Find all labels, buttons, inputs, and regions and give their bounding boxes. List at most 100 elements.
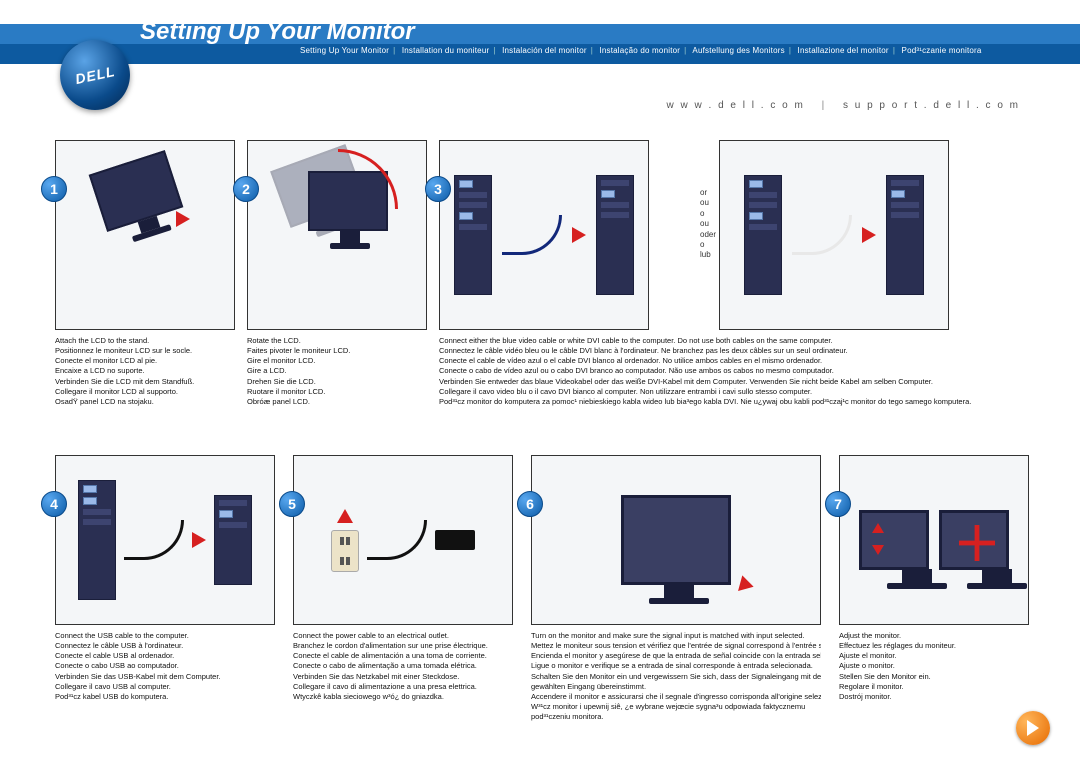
caption-line: Connectez le câble vidéo bleu ou le câbl…	[439, 346, 1040, 356]
dell-logo: DELL	[60, 40, 130, 110]
caption-line: Conecte o cabo USB ao computador.	[55, 661, 275, 671]
step-2-caption: Rotate the LCD. Faites pivoter le monite…	[247, 336, 427, 407]
breadcrumb: Setting Up Your Monitor| Installation du…	[300, 46, 1060, 55]
caption-line: Stellen Sie den Monitor ein.	[839, 672, 1029, 682]
caption-line: Conecte el cable de alimentación a una t…	[293, 651, 513, 661]
monitor-icon	[859, 510, 929, 570]
caption-line: OsadŸ panel LCD na stojaku.	[55, 397, 235, 407]
adjust-arrows-icon	[872, 523, 884, 555]
or-word: o	[700, 240, 716, 250]
caption-line: Conecte o cabo de vídeo azul ou o cabo D…	[439, 366, 1040, 376]
monitor-icon	[621, 495, 731, 585]
caption-line: Faites pivoter le moniteur LCD.	[247, 346, 427, 356]
step-1-image	[55, 140, 235, 330]
caption-line: Encienda el monitor y asegúrese de que l…	[531, 651, 821, 661]
row-2: 4 Connect the USB cable to the computer.…	[55, 455, 1040, 722]
breadcrumb-item: Installazione del monitor	[798, 46, 889, 55]
caption-line: Encaixe a LCD no suporte.	[55, 366, 235, 376]
caption-line: Pod³¹cz kabel USB do komputera.	[55, 692, 275, 702]
caption-line: Turn on the monitor and make sure the si…	[531, 631, 821, 641]
caption-line: Positionnez le moniteur LCD sur le socle…	[55, 346, 235, 356]
caption-line: Conecte o cabo de alimentação a uma toma…	[293, 661, 513, 671]
caption-line: W³¹cz monitor i upewnij siê, ¿e wybrane …	[531, 702, 821, 712]
caption-line: Connect the power cable to an electrical…	[293, 631, 513, 641]
breadcrumb-item: Aufstellung des Monitors	[692, 46, 784, 55]
pc-tower-icon	[886, 175, 924, 295]
caption-line: Adjust the monitor.	[839, 631, 1029, 641]
pc-tower-icon	[596, 175, 634, 295]
url-www: w w w . d e l l . c o m	[667, 100, 805, 111]
arrow-icon	[192, 532, 206, 548]
step-3-image-dvi	[719, 140, 949, 330]
or-word: oder	[700, 230, 716, 240]
caption-line: Attach the LCD to the stand.	[55, 336, 235, 346]
caption-line: Ajuste el monitor.	[839, 651, 1029, 661]
step-7-image	[839, 455, 1029, 625]
caption-line: Verbinden Sie das Netzkabel mit einer St…	[293, 672, 513, 682]
rotate-arc-icon	[338, 149, 398, 209]
caption-line: Conecte el monitor LCD al pie.	[55, 356, 235, 366]
step-5: 5 Connect the power cable to an electric…	[293, 455, 513, 722]
caption-line: Ajuste o monitor.	[839, 661, 1029, 671]
or-word: lub	[700, 250, 716, 260]
pc-tower-icon	[78, 480, 116, 600]
caption-line: Collegare il cavo USB al computer.	[55, 682, 275, 692]
step-badge-4: 4	[41, 491, 67, 517]
step-badge-3: 3	[425, 176, 451, 202]
caption-line: Conecte el cable de vídeo azul o el cabl…	[439, 356, 1040, 366]
caption-line: Pod³¹cz monitor do komputera za pomoc¹ n…	[439, 397, 1040, 407]
next-page-button[interactable]	[1016, 711, 1050, 745]
or-word: ou	[700, 219, 716, 229]
caption-line: Connectez le câble USB à l'ordinateur.	[55, 641, 275, 651]
breadcrumb-item: Pod³¹czanie monitora	[902, 46, 982, 55]
caption-line: Effectuez les réglages du moniteur.	[839, 641, 1029, 651]
step-badge-5: 5	[279, 491, 305, 517]
arrow-icon	[176, 211, 190, 227]
step-badge-6: 6	[517, 491, 543, 517]
url-support: s u p p o r t . d e l l . c o m	[843, 100, 1020, 111]
step-4: 4 Connect the USB cable to the computer.…	[55, 455, 275, 722]
step-badge-2: 2	[233, 176, 259, 202]
step-7-caption: Adjust the monitor. Effectuez les réglag…	[839, 631, 1029, 702]
or-word: or	[700, 188, 716, 198]
step-5-caption: Connect the power cable to an electrical…	[293, 631, 513, 702]
pc-tower-icon	[214, 495, 252, 585]
step-2-image	[247, 140, 427, 330]
caption-line: Connect the USB cable to the computer.	[55, 631, 275, 641]
arrow-icon	[572, 227, 586, 243]
page-title: Setting Up Your Monitor	[140, 18, 415, 46]
caption-line: Conecte el cable USB al ordenador.	[55, 651, 275, 661]
caption-line: Regolare il monitor.	[839, 682, 1029, 692]
caption-line: Schalten Sie den Monitor ein und vergewi…	[531, 672, 821, 682]
caption-line: Dostrój monitor.	[839, 692, 1029, 702]
step-4-image	[55, 455, 275, 625]
url-bar: w w w . d e l l . c o m | s u p p o r t …	[667, 100, 1020, 111]
or-word: ou	[700, 198, 716, 208]
or-word: o	[700, 209, 716, 219]
breadcrumb-item: Instalación del monitor	[502, 46, 587, 55]
caption-line: Verbinden Sie die LCD mit dem Standfuß.	[55, 377, 235, 387]
adjust-cross-icon	[959, 525, 995, 561]
caption-line: Connect either the blue video cable or w…	[439, 336, 1040, 346]
monitor-icon	[89, 150, 184, 232]
power-brick-icon	[435, 530, 475, 550]
power-cable-icon	[367, 520, 427, 560]
caption-line: gewählten Eingang übereinstimmt.	[531, 682, 821, 692]
row-1: 1 Attach the LCD to the stand. Positionn…	[55, 140, 1040, 407]
dvi-cable-icon	[792, 215, 852, 255]
arrow-right-icon	[1027, 720, 1039, 736]
step-7: 7 Adjust the monitor. Effectuez les régl…	[839, 455, 1029, 722]
step-1-caption: Attach the LCD to the stand. Positionnez…	[55, 336, 235, 407]
step-3-image-vga	[439, 140, 649, 330]
caption-line: Collegare il cavo di alimentazione a una…	[293, 682, 513, 692]
caption-line: Gire a LCD.	[247, 366, 427, 376]
breadcrumb-item: Installation du moniteur	[402, 46, 490, 55]
caption-line: Ligue o monitor e verifique se a entrada…	[531, 661, 821, 671]
step-2: 2 Rotate the LCD. Faites pivoter le moni…	[247, 140, 427, 407]
header: Setting Up Your Monitor Setting Up Your …	[0, 0, 1080, 90]
step-3: 3 Connect either the blue v	[439, 140, 1040, 407]
caption-line: Gire el monitor LCD.	[247, 356, 427, 366]
pc-tower-icon	[454, 175, 492, 295]
outlet-icon	[331, 530, 359, 572]
caption-line: Accendere il monitor e assicurarsi che i…	[531, 692, 821, 702]
